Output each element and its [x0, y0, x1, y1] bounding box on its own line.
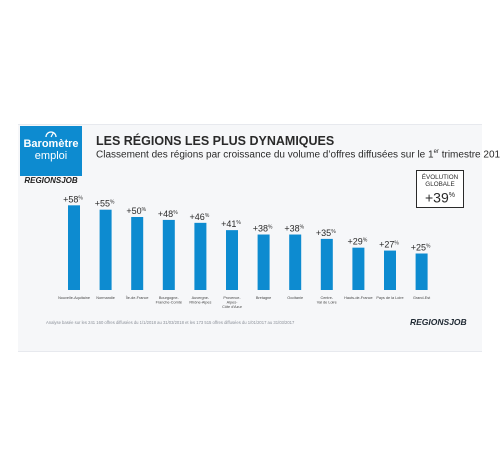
category-label: Île-de-France [125, 295, 149, 300]
regionsjob-footer-logo: REGIONSJOB [410, 317, 467, 327]
bar-value-label: +50% [126, 206, 146, 216]
category-label: Grand-Est [413, 296, 431, 300]
category-label: Provence-Alpes-Côte d'Azur [222, 296, 242, 309]
category-label: Auvergne-Rhône-Alpes [189, 296, 211, 305]
bar [194, 222, 207, 290]
bar [99, 209, 112, 290]
bar-value-label: +25% [411, 243, 431, 253]
category-label: Centre-Val de Loire [317, 296, 337, 305]
bar [162, 219, 175, 290]
bar [415, 253, 428, 290]
category-label: Bourgogne-Franche-Comté [156, 296, 182, 305]
bar-value-label: +48% [158, 209, 178, 219]
category-label: Nouvelle-Aquitaine [58, 296, 90, 300]
subtitle-end: trimestre 2018 [438, 149, 500, 161]
bar [384, 250, 396, 290]
evolution-number: +39 [425, 189, 449, 206]
bar-value-label: +35% [316, 228, 336, 238]
logo-line1: Baromètre [23, 138, 79, 150]
bar-value-label: +55% [95, 199, 115, 209]
bar-value-label: +38% [284, 224, 304, 234]
evolution-value: +39% [417, 189, 463, 205]
bar [257, 234, 270, 290]
analysis-footnote: Analyse basée sur les 241 160 offres dif… [46, 320, 295, 325]
subtitle-superscript: er [433, 149, 439, 155]
bar-value-label: +41% [221, 219, 241, 229]
category-label: Occitanie [287, 296, 303, 300]
bar [68, 205, 80, 290]
global-evolution-box: ÉVOLUTION GLOBALE +39% [416, 170, 464, 208]
bar-value-label: +38% [253, 224, 273, 234]
bar [289, 234, 302, 290]
category-label: Normandie [96, 296, 115, 300]
gauge-icon [45, 131, 57, 138]
chart-card [18, 124, 482, 352]
category-label: Hauts-de-France [344, 296, 373, 300]
bar-value-label: +27% [379, 240, 399, 250]
logo-line2: emploi [34, 150, 68, 162]
logo-brand: REGIONSJOB [24, 176, 78, 185]
category-label: Bretagne [256, 296, 271, 300]
bar [320, 238, 333, 290]
evolution-label-line2: GLOBALE [425, 181, 455, 188]
barometre-emploi-logo: Baromètre emploi [20, 126, 82, 176]
evolution-unit: % [448, 192, 455, 199]
bar [352, 247, 365, 290]
bar [131, 217, 144, 290]
page-subtitle: Classement des régions par croissance du… [96, 149, 500, 160]
page-title: LES RÉGIONS LES PLUS DYNAMIQUES [96, 134, 335, 148]
bar-value-label: +29% [348, 237, 368, 247]
bar-value-label: +46% [190, 212, 210, 222]
subtitle-text: Classement des régions par croissance du… [96, 149, 434, 161]
evolution-label-line1: ÉVOLUTION [421, 174, 459, 181]
category-label: Pays de la Loire [376, 296, 403, 300]
evolution-label: ÉVOLUTION GLOBALE [417, 174, 463, 188]
bar [226, 230, 238, 290]
bar-value-label: +58% [63, 194, 83, 204]
